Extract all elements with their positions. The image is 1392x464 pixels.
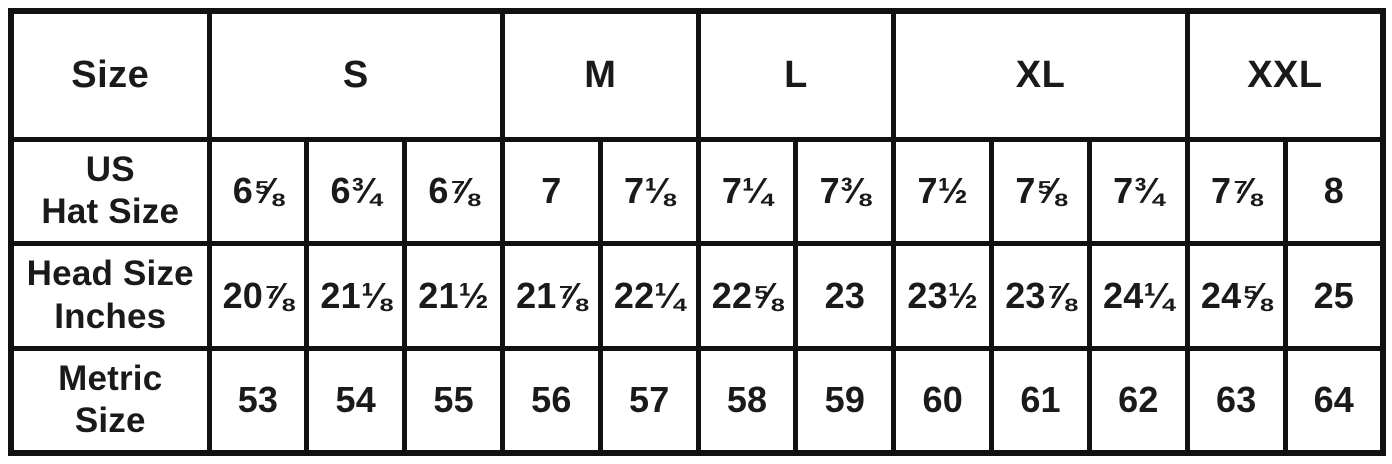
value-cell: 21½ xyxy=(402,241,505,351)
value-cell: 6¾ xyxy=(304,136,408,247)
value-cell: 6⅝ xyxy=(206,136,310,247)
value-cell: 22¼ xyxy=(597,241,701,351)
value-cell: 60 xyxy=(891,345,995,456)
value-cell: 23 xyxy=(793,241,897,351)
corner-cell-size: Size xyxy=(8,8,212,142)
value-cell: 24¼ xyxy=(1086,241,1190,351)
row-label-line: Head Size xyxy=(26,254,194,294)
value-cell: 7⅝ xyxy=(989,136,1092,247)
value-cell: 6⅞ xyxy=(402,136,505,247)
value-cell: 58 xyxy=(695,345,799,456)
value-cell: 7½ xyxy=(891,136,995,247)
value-cell: 7 xyxy=(499,136,603,247)
row-label-line: Inches xyxy=(54,296,167,336)
value-cell: 63 xyxy=(1184,345,1288,456)
row-label-line: Hat Size xyxy=(41,192,180,232)
table-row: Head Size Inches 20⅞ 21⅛ 21½ 21⅞ 22¼ 22⅝ 23 23½ 23… xyxy=(8,241,1386,351)
row-label-line: Size xyxy=(74,401,146,441)
row-label-line: Metric xyxy=(58,358,163,398)
value-cell: 7⅛ xyxy=(597,136,701,247)
size-group-header-m: M xyxy=(499,8,701,142)
hat-size-chart: Size S M L XL XXL US Hat Size 6⅝ 6¾ 6⅞ 7 7⅛ 7¼ 7⅜ 7½ 7… xyxy=(8,8,1386,456)
value-cell: 22⅝ xyxy=(695,241,799,351)
size-group-header-xl: XL xyxy=(891,8,1190,142)
row-label: Metric Size xyxy=(8,345,212,456)
size-group-header-xxl: XXL xyxy=(1184,8,1386,142)
value-cell: 23½ xyxy=(891,241,995,351)
value-cell: 59 xyxy=(793,345,897,456)
value-cell: 21⅛ xyxy=(304,241,408,351)
size-group-header-s: S xyxy=(206,8,505,142)
value-cell: 55 xyxy=(402,345,505,456)
chart-body: US Hat Size 6⅝ 6¾ 6⅞ 7 7⅛ 7¼ 7⅜ 7½ 7⅝ 7¾ 7⅞ 8 Head Siz… xyxy=(8,136,1386,456)
size-group-header-l: L xyxy=(695,8,897,142)
value-cell: 53 xyxy=(206,345,310,456)
value-cell: 7⅜ xyxy=(793,136,897,247)
table-row: US Hat Size 6⅝ 6¾ 6⅞ 7 7⅛ 7¼ 7⅜ 7½ 7⅝ 7¾ 7⅞ 8 xyxy=(8,136,1386,247)
value-cell: 56 xyxy=(499,345,603,456)
value-cell: 8 xyxy=(1282,136,1386,247)
size-header-row: Size S M L XL XXL xyxy=(8,8,1386,142)
value-cell: 64 xyxy=(1282,345,1386,456)
value-cell: 7¾ xyxy=(1086,136,1190,247)
value-cell: 7¼ xyxy=(695,136,799,247)
row-label: US Hat Size xyxy=(8,136,212,247)
table-row: Metric Size 53 54 55 56 57 58 59 60 61 62 63 64 xyxy=(8,345,1386,456)
value-cell: 25 xyxy=(1282,241,1386,351)
value-cell: 57 xyxy=(597,345,701,456)
row-label: Head Size Inches xyxy=(8,241,212,351)
row-label-line: US xyxy=(85,149,135,189)
value-cell: 24⅝ xyxy=(1184,241,1288,351)
value-cell: 23⅞ xyxy=(989,241,1092,351)
value-cell: 62 xyxy=(1086,345,1190,456)
value-cell: 7⅞ xyxy=(1184,136,1288,247)
value-cell: 20⅞ xyxy=(206,241,310,351)
value-cell: 61 xyxy=(989,345,1092,456)
value-cell: 54 xyxy=(304,345,408,456)
value-cell: 21⅞ xyxy=(499,241,603,351)
